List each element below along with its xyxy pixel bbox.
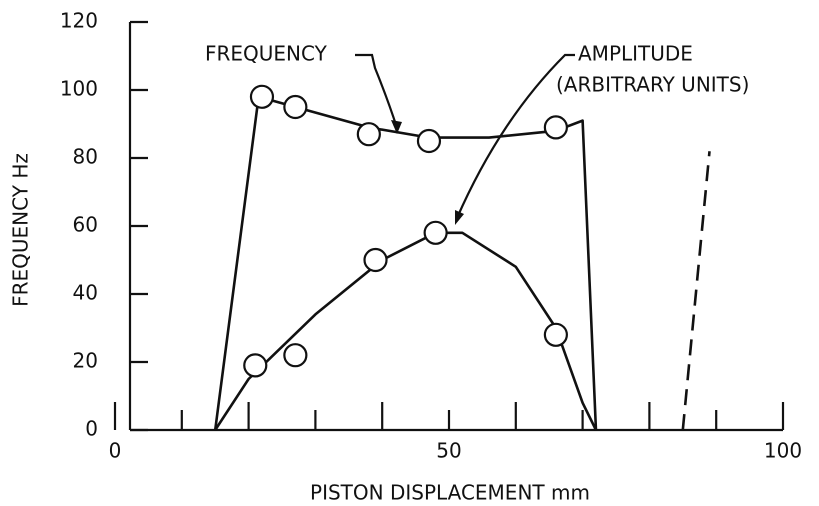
y-tick-label: 80 — [73, 145, 98, 169]
annotation: AMPLITUDE — [578, 42, 693, 66]
y-tick-label: 0 — [85, 417, 98, 441]
annotation-arrow — [455, 53, 575, 219]
y-tick-label: 120 — [60, 9, 98, 33]
annotation: FREQUENCY — [205, 42, 328, 66]
data-point — [423, 220, 448, 245]
x-tick-label: 0 — [109, 439, 122, 463]
x-tick-label: 100 — [764, 439, 802, 463]
data-point — [249, 84, 275, 109]
data-point — [543, 322, 568, 347]
arrow-head — [391, 120, 402, 134]
data-point — [416, 128, 442, 154]
data-point — [283, 94, 308, 120]
data-point — [283, 343, 308, 368]
curve — [214, 231, 598, 431]
curve — [213, 95, 598, 431]
annotation-arrow — [355, 53, 399, 129]
y-tick-label: 20 — [73, 349, 98, 373]
annotation: (ARBITRARY UNITS) — [556, 73, 749, 97]
data-point — [243, 353, 268, 378]
y-tick-label: 60 — [73, 213, 98, 237]
x-axis-label: PISTON DISPLACEMENT mm — [310, 481, 590, 505]
data-point — [363, 247, 388, 273]
y-axis-label: FREQUENCY Hz — [9, 153, 33, 307]
arrow-head — [455, 210, 464, 225]
data-point — [356, 122, 381, 147]
x-tick-label: 50 — [436, 439, 461, 463]
y-tick-label: 100 — [60, 77, 98, 101]
y-tick-label: 40 — [73, 281, 98, 305]
dashed-line — [681, 151, 711, 431]
data-point — [543, 115, 568, 140]
